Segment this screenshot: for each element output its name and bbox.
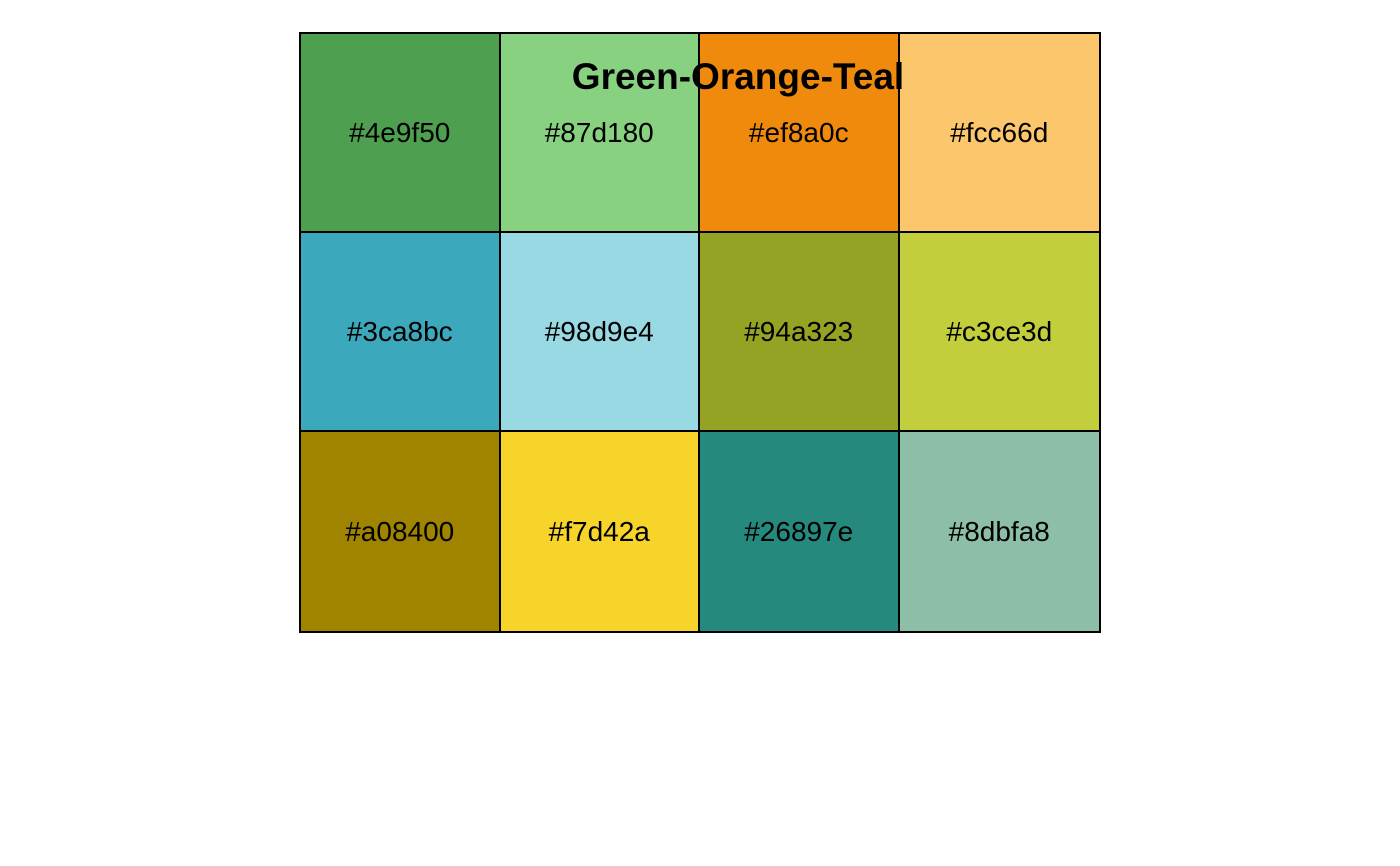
- color-swatch: #a08400: [301, 432, 501, 631]
- swatch-hex-label: #8dbfa8: [948, 515, 1050, 547]
- color-swatch: #87d180: [500, 34, 700, 233]
- swatch-hex-label: #fcc66d: [950, 116, 1049, 148]
- color-swatch: #26897e: [700, 432, 900, 631]
- color-swatch: #ef8a0c: [700, 34, 900, 233]
- swatch-hex-label: #87d180: [544, 116, 654, 148]
- swatch-hex-label: #4e9f50: [349, 116, 451, 148]
- swatch-hex-label: #a08400: [345, 515, 455, 547]
- swatch-hex-label: #ef8a0c: [748, 116, 849, 148]
- color-swatch: #4e9f50: [301, 34, 501, 233]
- color-swatch: #fcc66d: [899, 34, 1099, 233]
- color-swatch: #98d9e4: [500, 233, 700, 432]
- color-swatch: #f7d42a: [500, 432, 700, 631]
- color-swatch: #3ca8bc: [301, 233, 501, 432]
- swatch-hex-label: #26897e: [744, 515, 854, 547]
- swatch-hex-label: #f7d42a: [548, 515, 650, 547]
- color-swatch: #8dbfa8: [899, 432, 1099, 631]
- swatch-hex-label: #94a323: [744, 315, 854, 347]
- color-swatch: #94a323: [700, 233, 900, 432]
- color-swatch: #c3ce3d: [899, 233, 1099, 432]
- swatch-hex-label: #98d9e4: [544, 315, 654, 347]
- palette-grid: #4e9f50 #87d180 #ef8a0c #fcc66d #3ca8bc …: [299, 32, 1101, 633]
- swatch-hex-label: #c3ce3d: [946, 315, 1053, 347]
- swatch-hex-label: #3ca8bc: [346, 315, 453, 347]
